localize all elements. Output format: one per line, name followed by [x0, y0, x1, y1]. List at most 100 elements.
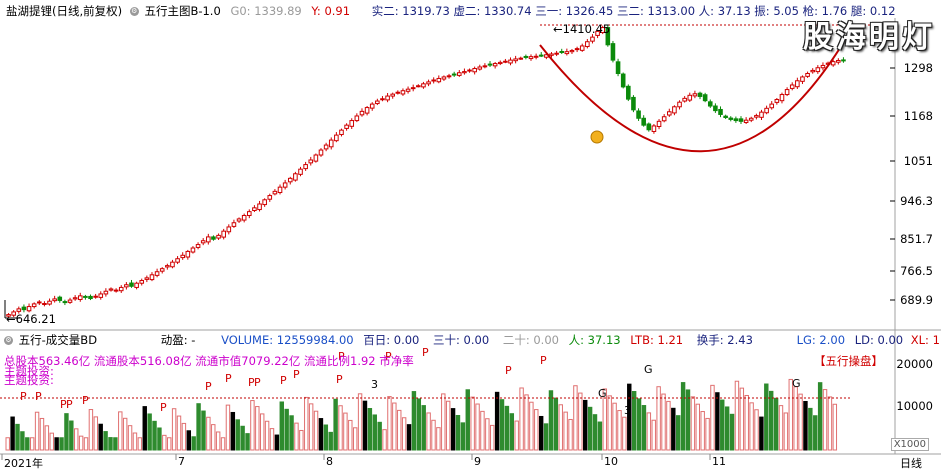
candle	[190, 247, 196, 253]
candle	[410, 87, 416, 90]
candle	[492, 63, 498, 67]
candle	[426, 81, 431, 85]
volume-bar	[666, 400, 671, 451]
candle	[113, 289, 119, 292]
settings-icon[interactable]: ⚙	[4, 336, 13, 345]
volume-bar	[25, 437, 30, 451]
candle	[165, 265, 170, 268]
candle	[754, 115, 759, 118]
candle	[569, 50, 575, 53]
volume-indicator-name[interactable]: 五行-成交量BD	[18, 333, 98, 347]
three-signal-marker: 3	[371, 378, 378, 391]
candle	[221, 230, 226, 238]
volume-bar	[103, 431, 108, 451]
baiti-value: 百日: 0.00	[363, 333, 420, 347]
candle	[83, 295, 88, 298]
volume-bar	[264, 420, 270, 451]
volume-bar	[127, 425, 133, 451]
candle	[436, 77, 442, 83]
three-signal-marker: 3	[624, 404, 631, 417]
p-signal-marker: P	[20, 390, 27, 403]
volume-bar	[729, 413, 735, 451]
candle	[6, 314, 11, 317]
candle	[52, 298, 57, 302]
candle	[764, 107, 769, 114]
volume-bar	[259, 413, 265, 451]
volume-bar	[421, 405, 426, 451]
candle	[134, 282, 139, 288]
wuxing-badge[interactable]: 【五行操盘】	[814, 354, 883, 368]
volume-bar	[734, 380, 740, 451]
candle	[810, 69, 815, 73]
volume-bar	[44, 425, 50, 451]
volume-bar	[534, 409, 539, 451]
volume-bar	[480, 410, 485, 451]
volume-bar	[225, 404, 231, 451]
settings-icon[interactable]: ⚙	[129, 7, 139, 16]
candle	[672, 106, 677, 114]
volume-bar	[39, 417, 45, 451]
volume-bar	[230, 411, 236, 451]
indicator-name[interactable]: 五行主图B-1.0	[144, 4, 221, 18]
volume-bar	[201, 410, 206, 451]
x-tick-label: 7	[178, 455, 185, 468]
volume-bar	[538, 415, 544, 451]
volume-bar	[455, 414, 461, 451]
candle	[159, 268, 165, 272]
volume-bar	[372, 414, 377, 451]
candle	[702, 94, 708, 102]
candle	[149, 274, 155, 281]
volume-bar	[348, 419, 353, 451]
candle	[733, 118, 739, 122]
volume-bar	[436, 427, 441, 451]
x-tick-label: 2021年	[4, 457, 43, 470]
arrow-left-icon: ←	[553, 22, 563, 36]
candle	[497, 61, 503, 65]
main-header: 盐湖提锂(日线,前复权) ⚙ 五行主图B-1.0 G0: 1339.89 Y: …	[0, 2, 896, 20]
x-tick-label: 11	[712, 455, 726, 468]
volume-bar	[827, 396, 833, 451]
volume-bar	[822, 389, 828, 451]
candle	[287, 177, 293, 183]
dongying-value: 动盈: -	[160, 333, 196, 347]
volume-bar	[710, 384, 715, 451]
volume-bar	[583, 399, 588, 451]
candle	[400, 90, 406, 95]
stock-name[interactable]: 盐湖提锂(日线,前复权)	[6, 4, 123, 18]
volume-bar	[690, 396, 696, 451]
volume-bar	[759, 416, 764, 451]
candle	[446, 75, 452, 78]
volume-bar	[215, 431, 221, 451]
volume-bar	[636, 398, 642, 451]
candle	[723, 115, 728, 119]
volume-bar	[98, 423, 103, 451]
candle	[800, 76, 805, 82]
volume-bar	[773, 397, 779, 451]
volume-bar	[631, 391, 637, 451]
candle	[482, 65, 488, 68]
candle	[77, 295, 83, 300]
candle	[349, 120, 355, 127]
volume-bar	[764, 383, 769, 451]
candle	[405, 88, 411, 92]
volume-bar	[597, 421, 603, 451]
volume-bar	[20, 431, 25, 451]
candle	[626, 85, 631, 100]
y-tick-label: 1051	[903, 154, 933, 168]
candle	[820, 64, 826, 69]
volume-bar	[357, 393, 363, 451]
candle	[195, 244, 201, 248]
volume-scale-label: X1000	[890, 438, 929, 451]
volume-bar	[754, 409, 759, 451]
volume-bar	[367, 408, 373, 451]
candle	[170, 261, 175, 268]
volume-bar	[568, 418, 573, 451]
candle	[318, 149, 324, 156]
volume-value: VOLUME: 12559984.00	[221, 333, 354, 347]
volume-bar	[392, 402, 397, 451]
sanshi-value: 三十: 0.00	[433, 333, 490, 347]
candle	[72, 297, 78, 300]
volume-bar	[808, 407, 813, 451]
